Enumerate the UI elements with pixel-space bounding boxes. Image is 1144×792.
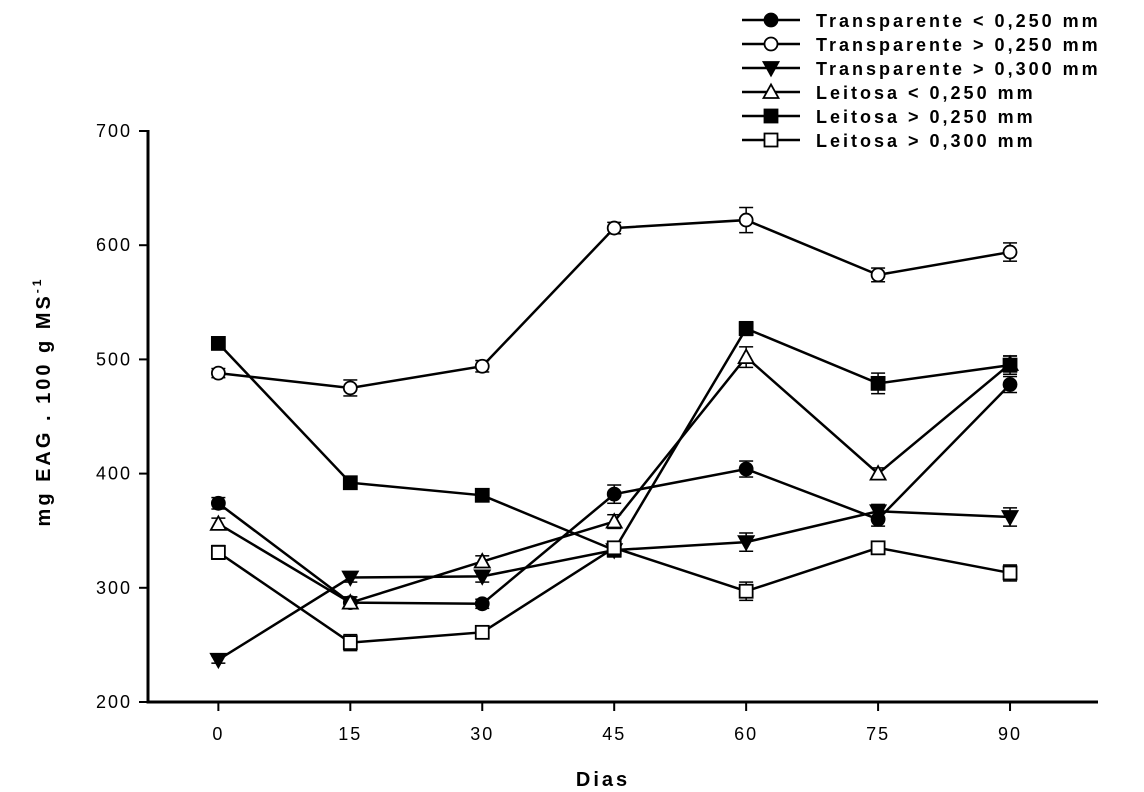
data-point: [606, 220, 622, 236]
y-tick-label: 200: [96, 692, 132, 712]
data-point: [1002, 377, 1018, 392]
x-tick-label: 60: [734, 724, 758, 744]
y-tick-label: 400: [96, 464, 132, 484]
data-point: [210, 365, 226, 381]
legend-item: Transparente > 0,300 mm: [742, 59, 1101, 79]
series-6: [210, 540, 1018, 652]
data-point: [341, 593, 360, 610]
legend-marker: [761, 82, 781, 99]
data-point: [474, 358, 490, 374]
data-point: [342, 475, 358, 491]
x-tick-label: 15: [338, 724, 362, 744]
data-point: [738, 461, 754, 477]
data-point: [209, 652, 228, 670]
x-ticks: 0 15 30 45 60 75 90: [212, 702, 1022, 744]
axes: 200 300 400 500 600 700 0 15 30 45 60 75 90: [96, 121, 1098, 744]
data-point: [737, 347, 756, 365]
data-point: [605, 512, 624, 529]
legend: Transparente < 0,250 mm Transparente > 0,…: [742, 11, 1101, 151]
data-point: [210, 495, 226, 511]
data-point: [474, 596, 490, 612]
legend-item: Leitosa < 0,250 mm: [742, 82, 1036, 103]
data-point: [870, 267, 886, 283]
data-point: [606, 486, 622, 502]
y-tick-label: 500: [96, 349, 132, 369]
data-point: [738, 583, 754, 599]
data-point: [474, 487, 490, 503]
series-layer: [209, 206, 1020, 670]
data-point: [870, 540, 886, 556]
legend-label: Leitosa > 0,300 mm: [816, 131, 1036, 151]
legend-marker: [763, 36, 779, 52]
data-point: [738, 212, 754, 228]
x-tick-label: 45: [602, 724, 626, 744]
data-point: [869, 464, 888, 481]
y-tick-label: 600: [96, 235, 132, 255]
data-point: [1002, 357, 1018, 373]
data-point: [869, 504, 888, 521]
legend-item: Transparente > 0,250 mm: [742, 35, 1101, 55]
legend-item: Transparente < 0,250 mm: [742, 11, 1101, 31]
y-tick-label: 300: [96, 578, 132, 598]
legend-label: Transparente > 0,300 mm: [816, 59, 1101, 79]
data-point: [606, 540, 622, 556]
legend-label: Transparente < 0,250 mm: [816, 11, 1101, 31]
y-ticks: 200 300 400 500 600 700: [96, 121, 148, 712]
data-point: [1001, 510, 1020, 527]
legend-marker: [763, 108, 779, 124]
data-point: [210, 544, 226, 560]
legend-marker: [763, 12, 779, 28]
series-1: [210, 375, 1018, 612]
data-point: [737, 535, 756, 552]
x-tick-label: 90: [998, 724, 1022, 744]
data-point: [738, 321, 754, 336]
data-point: [342, 635, 358, 651]
x-tick-label: 75: [866, 724, 890, 744]
data-point: [473, 552, 492, 569]
y-axis-title-superscript: -1: [30, 277, 44, 294]
data-point: [474, 624, 490, 640]
data-point: [473, 569, 492, 586]
data-point: [341, 570, 360, 587]
data-point: [209, 514, 228, 531]
legend-label: Transparente > 0,250 mm: [816, 35, 1101, 55]
legend-marker: [763, 132, 779, 148]
series-2: [210, 206, 1018, 397]
y-axis-title: mg EAG . 100 g MS-1: [30, 277, 55, 527]
x-tick-label: 0: [212, 724, 224, 744]
data-point: [1002, 565, 1018, 581]
data-point: [870, 375, 886, 391]
data-point: [210, 336, 226, 351]
y-axis-title-main: mg EAG . 100 g MS: [33, 293, 55, 526]
series-line: [217, 355, 1011, 605]
series-line: [218, 218, 1011, 390]
x-axis-title: Dias: [576, 769, 630, 791]
y-tick-label: 700: [96, 121, 132, 141]
legend-item: Leitosa > 0,300 mm: [742, 131, 1036, 151]
legend-label: Leitosa < 0,250 mm: [816, 83, 1036, 103]
series-line: [217, 510, 1011, 661]
legend-item: Leitosa > 0,250 mm: [742, 107, 1036, 127]
x-tick-label: 30: [470, 724, 494, 744]
legend-marker: [761, 61, 781, 78]
data-point: [1002, 244, 1018, 260]
legend-label: Leitosa > 0,250 mm: [816, 107, 1036, 127]
data-point: [342, 380, 358, 396]
